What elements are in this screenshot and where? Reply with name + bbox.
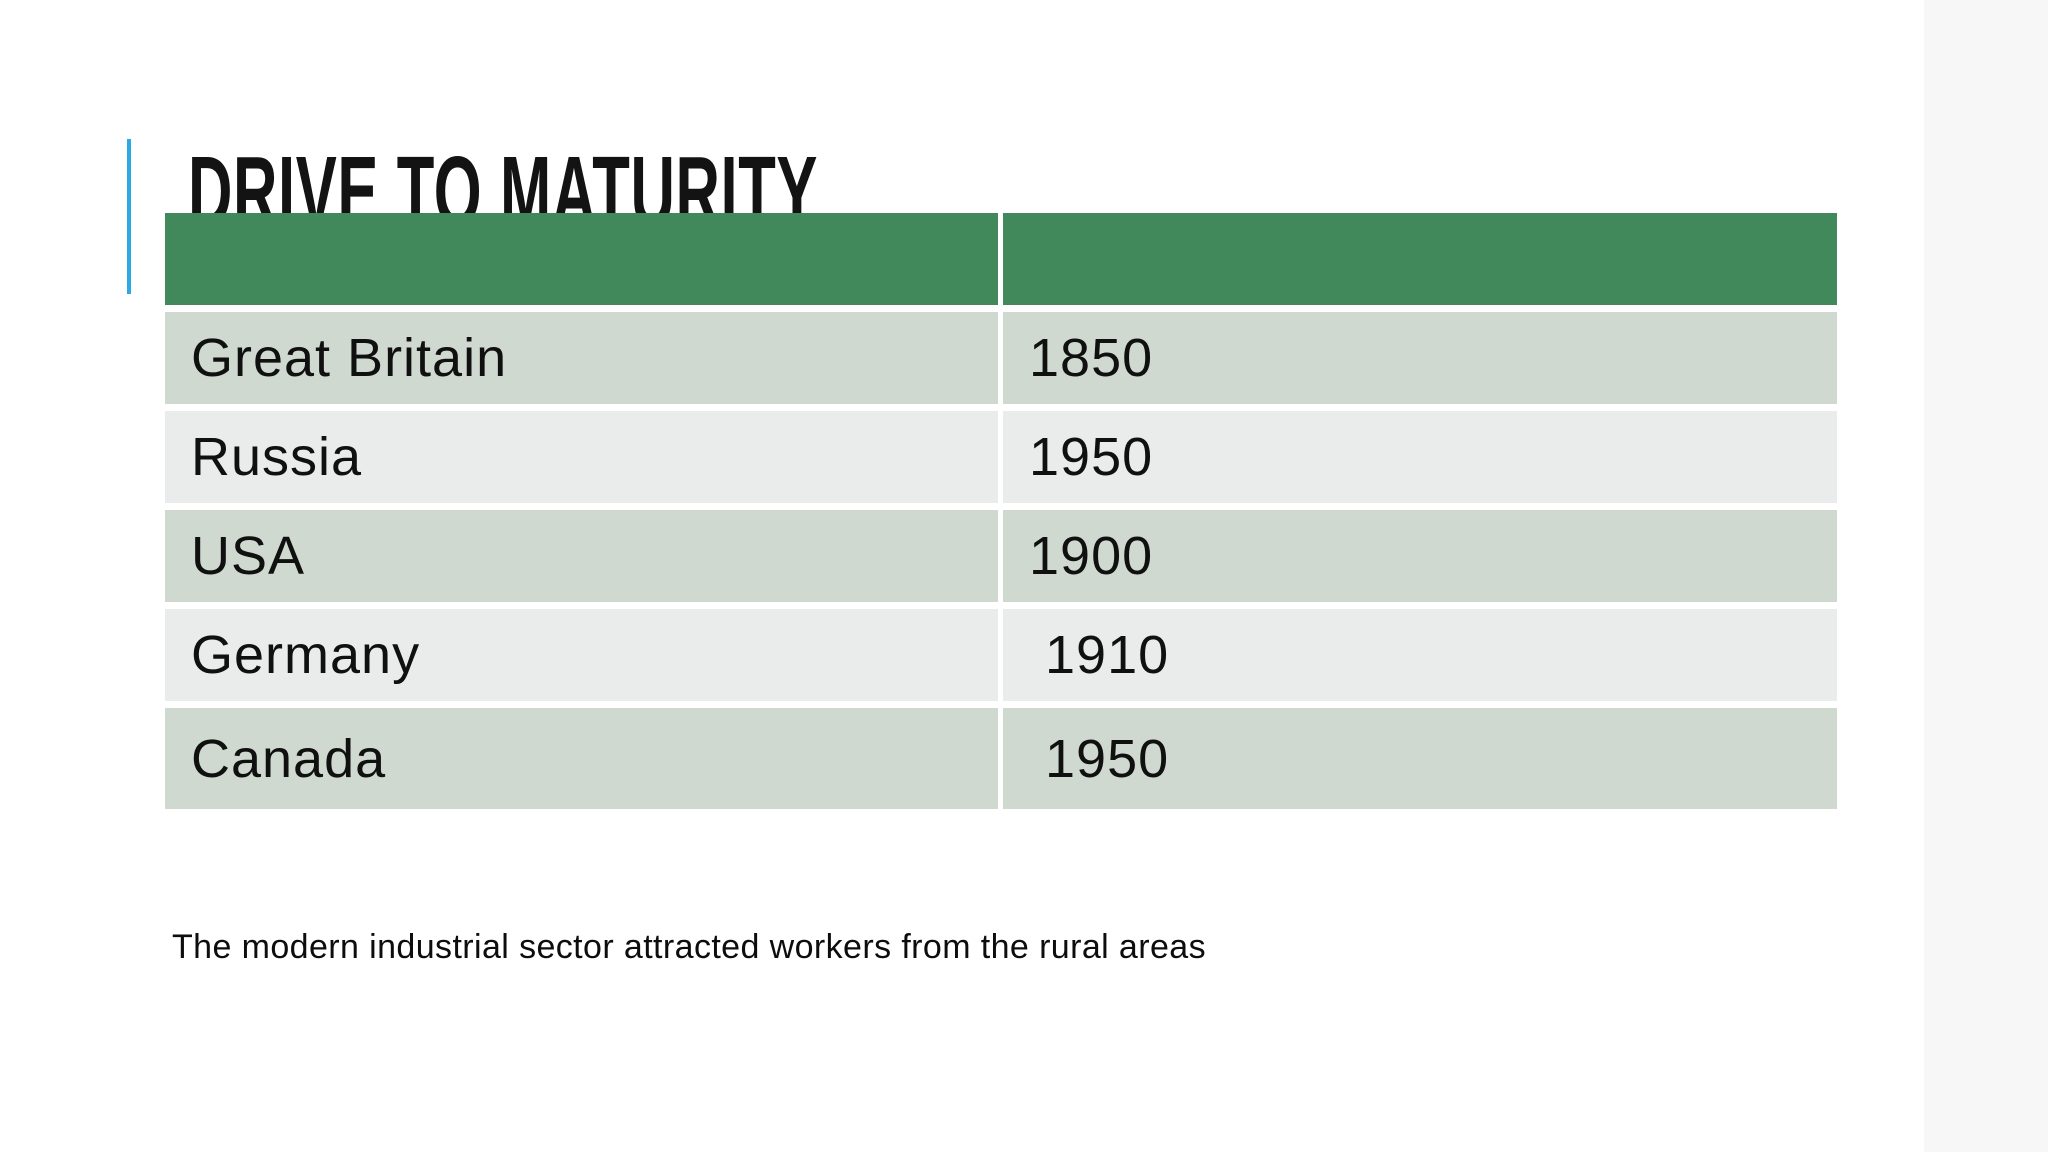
year-cell: 1950 [1003, 411, 1837, 503]
table-header-country [165, 213, 998, 305]
table-row: Russia 1950 [165, 411, 1837, 503]
table-row: Germany 1910 [165, 609, 1837, 701]
table-row: Great Britain 1850 [165, 312, 1837, 404]
year-cell: 1900 [1003, 510, 1837, 602]
table-row: Canada 1950 [165, 708, 1837, 809]
title-accent-bar [127, 139, 131, 294]
year-cell: 1950 [1003, 708, 1837, 809]
year-cell: 1850 [1003, 312, 1837, 404]
country-cell: Great Britain [165, 312, 998, 404]
country-cell: Russia [165, 411, 998, 503]
table-header-year [1003, 213, 1837, 305]
table-header-row [165, 213, 1837, 305]
maturity-table: Great Britain 1850 Russia 1950 USA 1900 … [165, 213, 1837, 809]
country-cell: USA [165, 510, 998, 602]
year-cell: 1910 [1003, 609, 1837, 701]
country-cell: Canada [165, 708, 998, 809]
right-edge-band [1924, 0, 2048, 1152]
slide-caption: The modern industrial sector attracted w… [172, 928, 1206, 966]
table-row: USA 1900 [165, 510, 1837, 602]
country-cell: Germany [165, 609, 998, 701]
